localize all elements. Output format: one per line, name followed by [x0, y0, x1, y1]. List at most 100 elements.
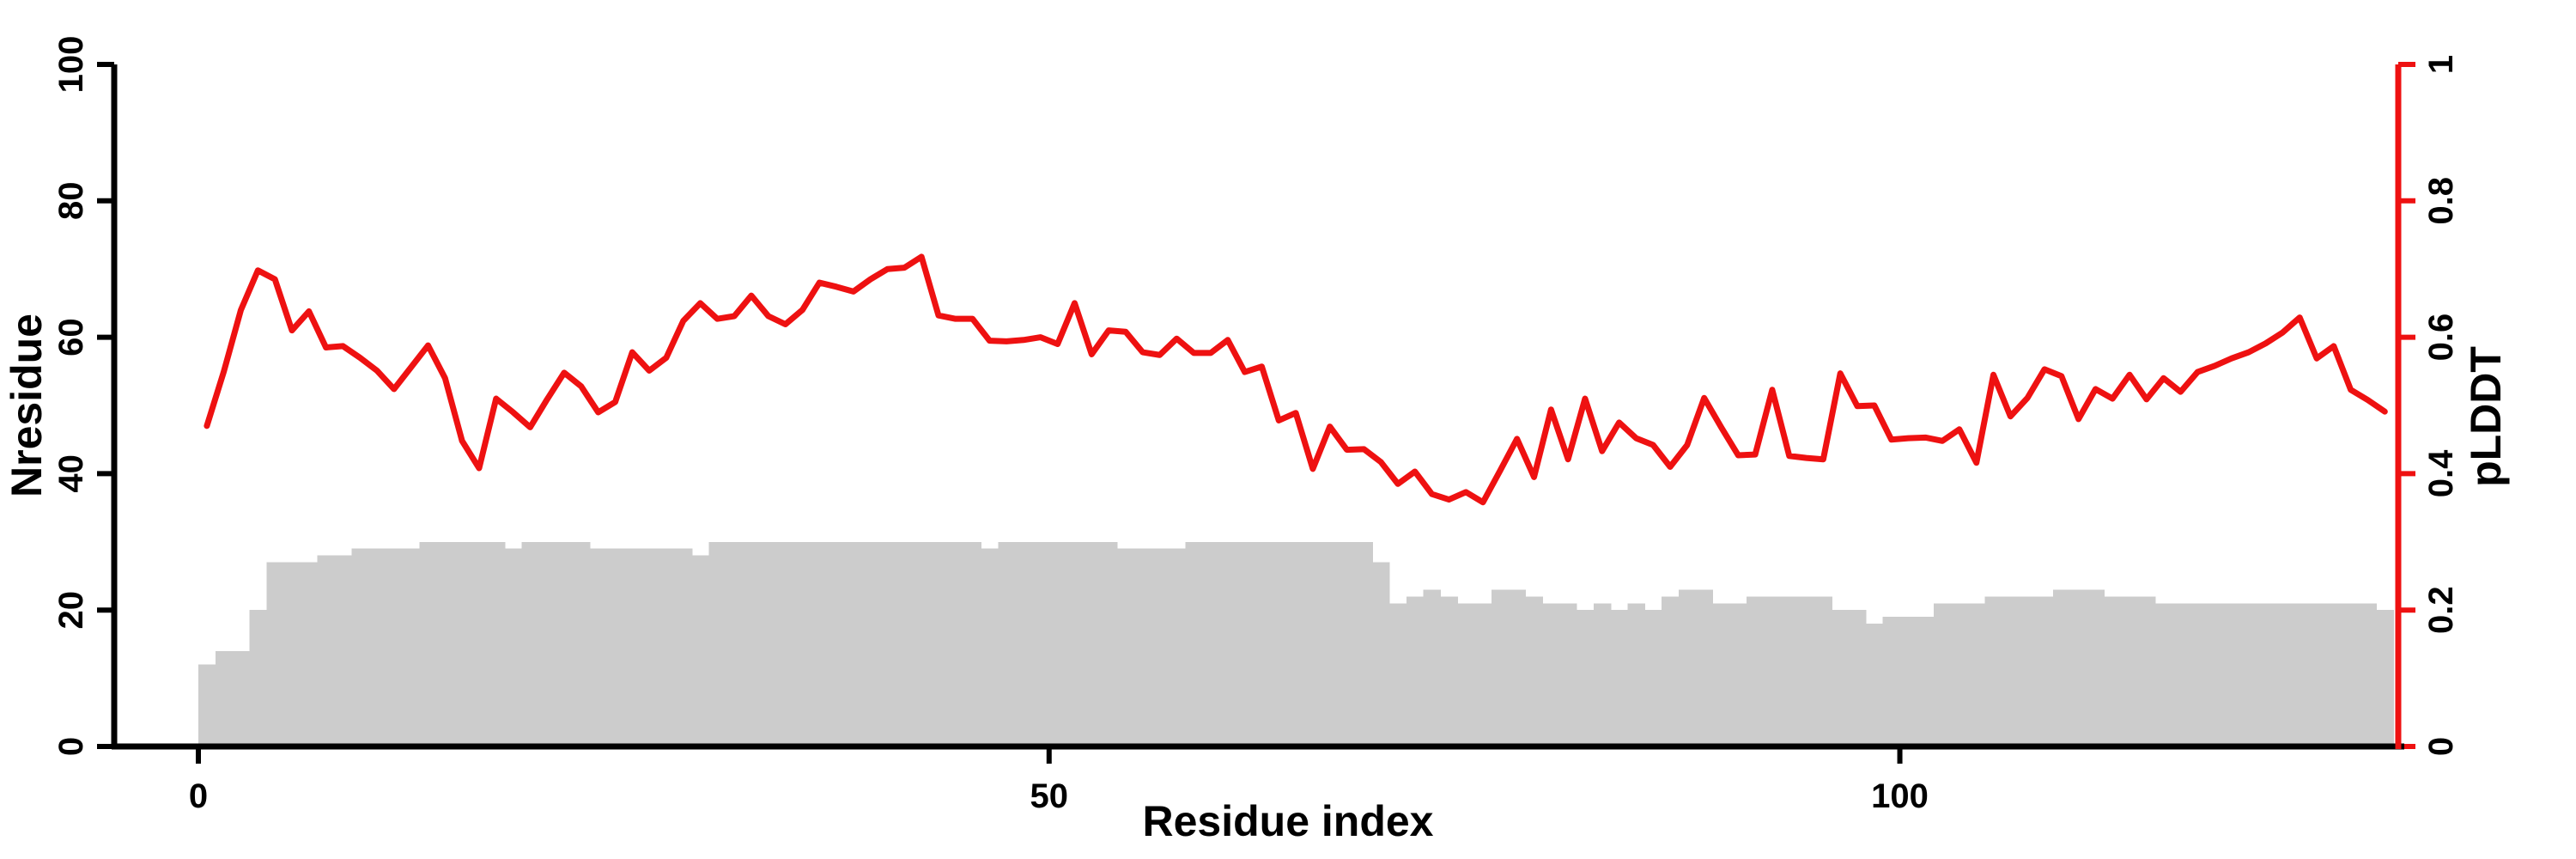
- nresidue-bars-layer: [198, 541, 2394, 746]
- nresidue-bar: [1849, 610, 1867, 746]
- nresidue-bar: [1389, 603, 1407, 746]
- nresidue-bar: [1712, 603, 1730, 746]
- nresidue-bar: [963, 541, 982, 746]
- nresidue-bar: [385, 548, 404, 746]
- nresidue-bar: [351, 548, 369, 746]
- nresidue-bar: [1542, 603, 1560, 746]
- nresidue-bar: [828, 541, 846, 746]
- nresidue-bar: [1814, 596, 1832, 746]
- nresidue-bar: [1321, 541, 1340, 746]
- nresidue-bar: [2257, 603, 2275, 746]
- nresidue-bar: [1202, 541, 1220, 746]
- nresidue-bar: [402, 548, 421, 746]
- nresidue-bar: [2104, 596, 2122, 746]
- nresidue-bar: [1695, 589, 1714, 746]
- axis-ticks-layer: 0 50 100 0 20 40 60 80 100 0 0.2 0.4 0.6 0.8 1: [52, 36, 2460, 815]
- nresidue-bar: [1372, 562, 1390, 746]
- left-y-axis-tick-label: 40: [52, 454, 90, 493]
- nresidue-bar: [215, 650, 234, 746]
- nresidue-bar: [641, 548, 659, 746]
- nresidue-bar: [1984, 596, 2003, 746]
- nresidue-bar: [878, 541, 897, 746]
- x-axis-title: Residue index: [1143, 797, 1434, 845]
- nresidue-bar: [1899, 617, 1917, 746]
- nresidue-bar: [2154, 603, 2173, 746]
- right-y-axis-tick-label: 0.4: [2422, 449, 2460, 497]
- nresidue-bar: [1508, 589, 1527, 746]
- nresidue-bar: [1559, 603, 1577, 746]
- nresidue-bar: [2239, 603, 2258, 746]
- plddt-line-layer: [204, 253, 2388, 506]
- nresidue-bar: [606, 548, 624, 746]
- nresidue-bar: [2342, 603, 2360, 746]
- nresidue-bar: [504, 548, 523, 746]
- right-y-axis-tick-label: 0: [2422, 737, 2460, 756]
- nresidue-bar: [1780, 596, 1799, 746]
- nresidue-bar: [1117, 548, 1135, 746]
- nresidue-bar: [1185, 541, 1203, 746]
- nresidue-bar: [793, 541, 811, 746]
- x-axis-tick-label: 0: [189, 777, 208, 815]
- nresidue-bar: [368, 548, 386, 746]
- nresidue-bar: [538, 541, 556, 746]
- nresidue-bar: [2002, 596, 2020, 746]
- nresidue-bar: [708, 541, 726, 746]
- nresidue-bar: [2324, 603, 2343, 746]
- nresidue-bar: [1236, 541, 1255, 746]
- nresidue-bar: [1253, 541, 1271, 746]
- nresidue-bar: [2019, 596, 2037, 746]
- left-y-axis-tick-label: 80: [52, 182, 90, 220]
- nresidue-bar: [1406, 596, 1425, 746]
- nresidue-bar: [1015, 541, 1033, 746]
- nresidue-bar: [691, 555, 710, 746]
- nresidue-bar: [1100, 541, 1118, 746]
- nresidue-bar: [1593, 603, 1612, 746]
- right-y-axis-tick-label: 0.8: [2422, 177, 2460, 225]
- right-y-axis-tick-label: 0.2: [2422, 586, 2460, 634]
- nresidue-bar: [930, 541, 948, 746]
- nresidue-bar: [2137, 596, 2156, 746]
- nresidue-bar: [1951, 603, 1969, 746]
- nresidue-bar: [1338, 541, 1357, 746]
- nresidue-bar: [521, 541, 539, 746]
- nresidue-bar: [283, 562, 301, 746]
- nresidue-bar: [946, 541, 965, 746]
- nresidue-bar: [1270, 541, 1288, 746]
- nresidue-bar: [1168, 548, 1186, 746]
- nresidue-bar: [674, 548, 693, 746]
- nresidue-bar: [1678, 589, 1697, 746]
- nresidue-bar: [1151, 548, 1170, 746]
- nresidue-bar: [1304, 541, 1322, 746]
- nresidue-bar: [2172, 603, 2190, 746]
- nresidue-bar: [2291, 603, 2309, 746]
- left-y-axis-tick-label: 0: [52, 737, 90, 756]
- nresidue-bar: [572, 541, 591, 746]
- nresidue-bar: [436, 541, 454, 746]
- nresidue-bar: [1832, 610, 1850, 746]
- nresidue-bar: [896, 541, 914, 746]
- nresidue-bar: [2036, 596, 2054, 746]
- nresidue-bar: [623, 548, 641, 746]
- nresidue-bar: [2052, 589, 2071, 746]
- nresidue-bar: [317, 555, 336, 746]
- nresidue-bar: [2359, 603, 2377, 746]
- left-y-axis-tick-label: 100: [52, 36, 90, 94]
- nresidue-bar: [1764, 596, 1782, 746]
- nresidue-bar: [419, 541, 438, 746]
- nresidue-bar: [1662, 596, 1680, 746]
- nresidue-bar: [1218, 541, 1237, 746]
- nresidue-bar: [1031, 541, 1050, 746]
- nresidue-bar: [1610, 610, 1629, 746]
- nresidue-bar: [1423, 589, 1442, 746]
- right-y-axis-tick-label: 0.6: [2422, 314, 2460, 362]
- nresidue-bar: [2223, 603, 2241, 746]
- nresidue-bar: [776, 541, 795, 746]
- nresidue-bar: [1882, 617, 1901, 746]
- nresidue-bar: [1577, 610, 1595, 746]
- nresidue-bar: [2206, 603, 2224, 746]
- nresidue-bar: [334, 555, 352, 746]
- nresidue-bar: [1934, 603, 1952, 746]
- nresidue-bar: [1474, 603, 1492, 746]
